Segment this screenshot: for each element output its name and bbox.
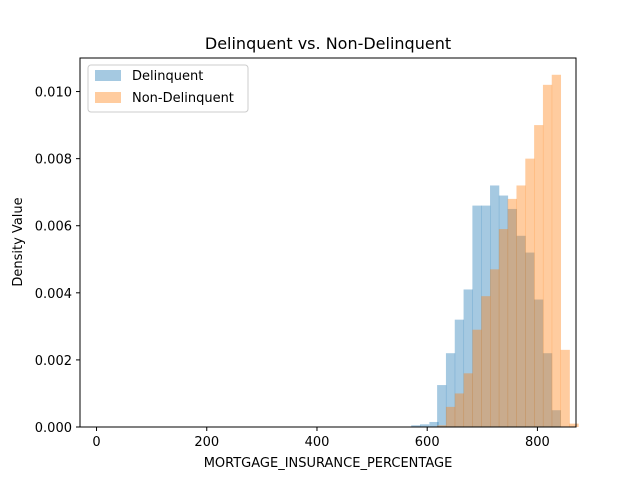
legend-swatch-1 (95, 92, 121, 103)
bar-non-delinquent-2 (454, 393, 465, 427)
bar-non-delinquent-14 (560, 349, 570, 427)
x-tick-label: 200 (194, 435, 219, 450)
bar-delinquent-12 (516, 235, 526, 427)
y-tick-label: 0.004 (35, 287, 72, 302)
bar-delinquent-4 (445, 353, 456, 427)
bar-non-delinquent-15 (569, 423, 579, 427)
bar-delinquent-3 (437, 385, 447, 427)
x-tick-label: 800 (525, 435, 550, 450)
bar-delinquent-6 (463, 289, 473, 427)
y-tick-label: 0.000 (35, 421, 72, 436)
bar-delinquent-11 (507, 208, 517, 427)
x-tick-label: 0 (92, 435, 100, 450)
bars-group (411, 74, 579, 428)
bar-non-delinquent-9 (516, 185, 526, 427)
ticks-group: 0 200 400 600 800 0.000 0.002 0.004 0.006 0.008 0.… (35, 86, 550, 450)
bar-non-delinquent-11 (534, 125, 544, 427)
y-tick-label: 0.002 (35, 354, 72, 369)
y-tick-label: 0.010 (35, 86, 72, 101)
bar-delinquent-16 (551, 410, 562, 427)
bar-non-delinquent-13 (551, 74, 562, 427)
bar-non-delinquent-4 (472, 329, 482, 427)
legend: Delinquent Non-Delinquent (87, 64, 249, 113)
legend-swatch-0 (95, 70, 121, 81)
y-axis-title: Density Value (11, 197, 26, 286)
chart-title: Delinquent vs. Non-Delinquent (205, 34, 451, 53)
bar-delinquent-1 (420, 424, 430, 427)
bar-delinquent-13 (525, 252, 535, 427)
bar-delinquent-10 (498, 195, 509, 427)
legend-box (87, 64, 249, 113)
y-tick-label: 0.006 (35, 220, 72, 235)
bar-non-delinquent-0 (437, 425, 447, 427)
bar-non-delinquent-1 (445, 406, 456, 427)
y-tick-label: 0.008 (35, 153, 72, 168)
axes-group (79, 57, 577, 428)
bar-delinquent-14 (534, 299, 544, 427)
plot-frame (79, 57, 577, 428)
x-tick-label: 600 (415, 435, 440, 450)
bar-delinquent-5 (454, 319, 465, 427)
bar-non-delinquent-5 (481, 296, 491, 427)
bar-delinquent-9 (490, 185, 500, 427)
bar-non-delinquent-8 (507, 198, 517, 427)
x-axis-title: MORTGAGE_INSURANCE_PERCENTAGE (204, 456, 453, 471)
bar-non-delinquent-6 (490, 269, 500, 427)
bar-non-delinquent-3 (463, 373, 473, 427)
legend-label-0: Delinquent (132, 69, 203, 84)
bar-delinquent-7 (472, 205, 482, 427)
bar-delinquent-15 (542, 353, 553, 427)
bar-non-delinquent-7 (498, 229, 509, 427)
bar-non-delinquent-10 (525, 158, 535, 428)
bar-delinquent-8 (481, 205, 491, 427)
bar-delinquent-0 (411, 425, 421, 427)
bar-delinquent-2 (429, 421, 439, 427)
x-tick-label: 400 (305, 435, 330, 450)
bar-non-delinquent-12 (542, 84, 553, 427)
legend-label-1: Non-Delinquent (132, 91, 234, 106)
